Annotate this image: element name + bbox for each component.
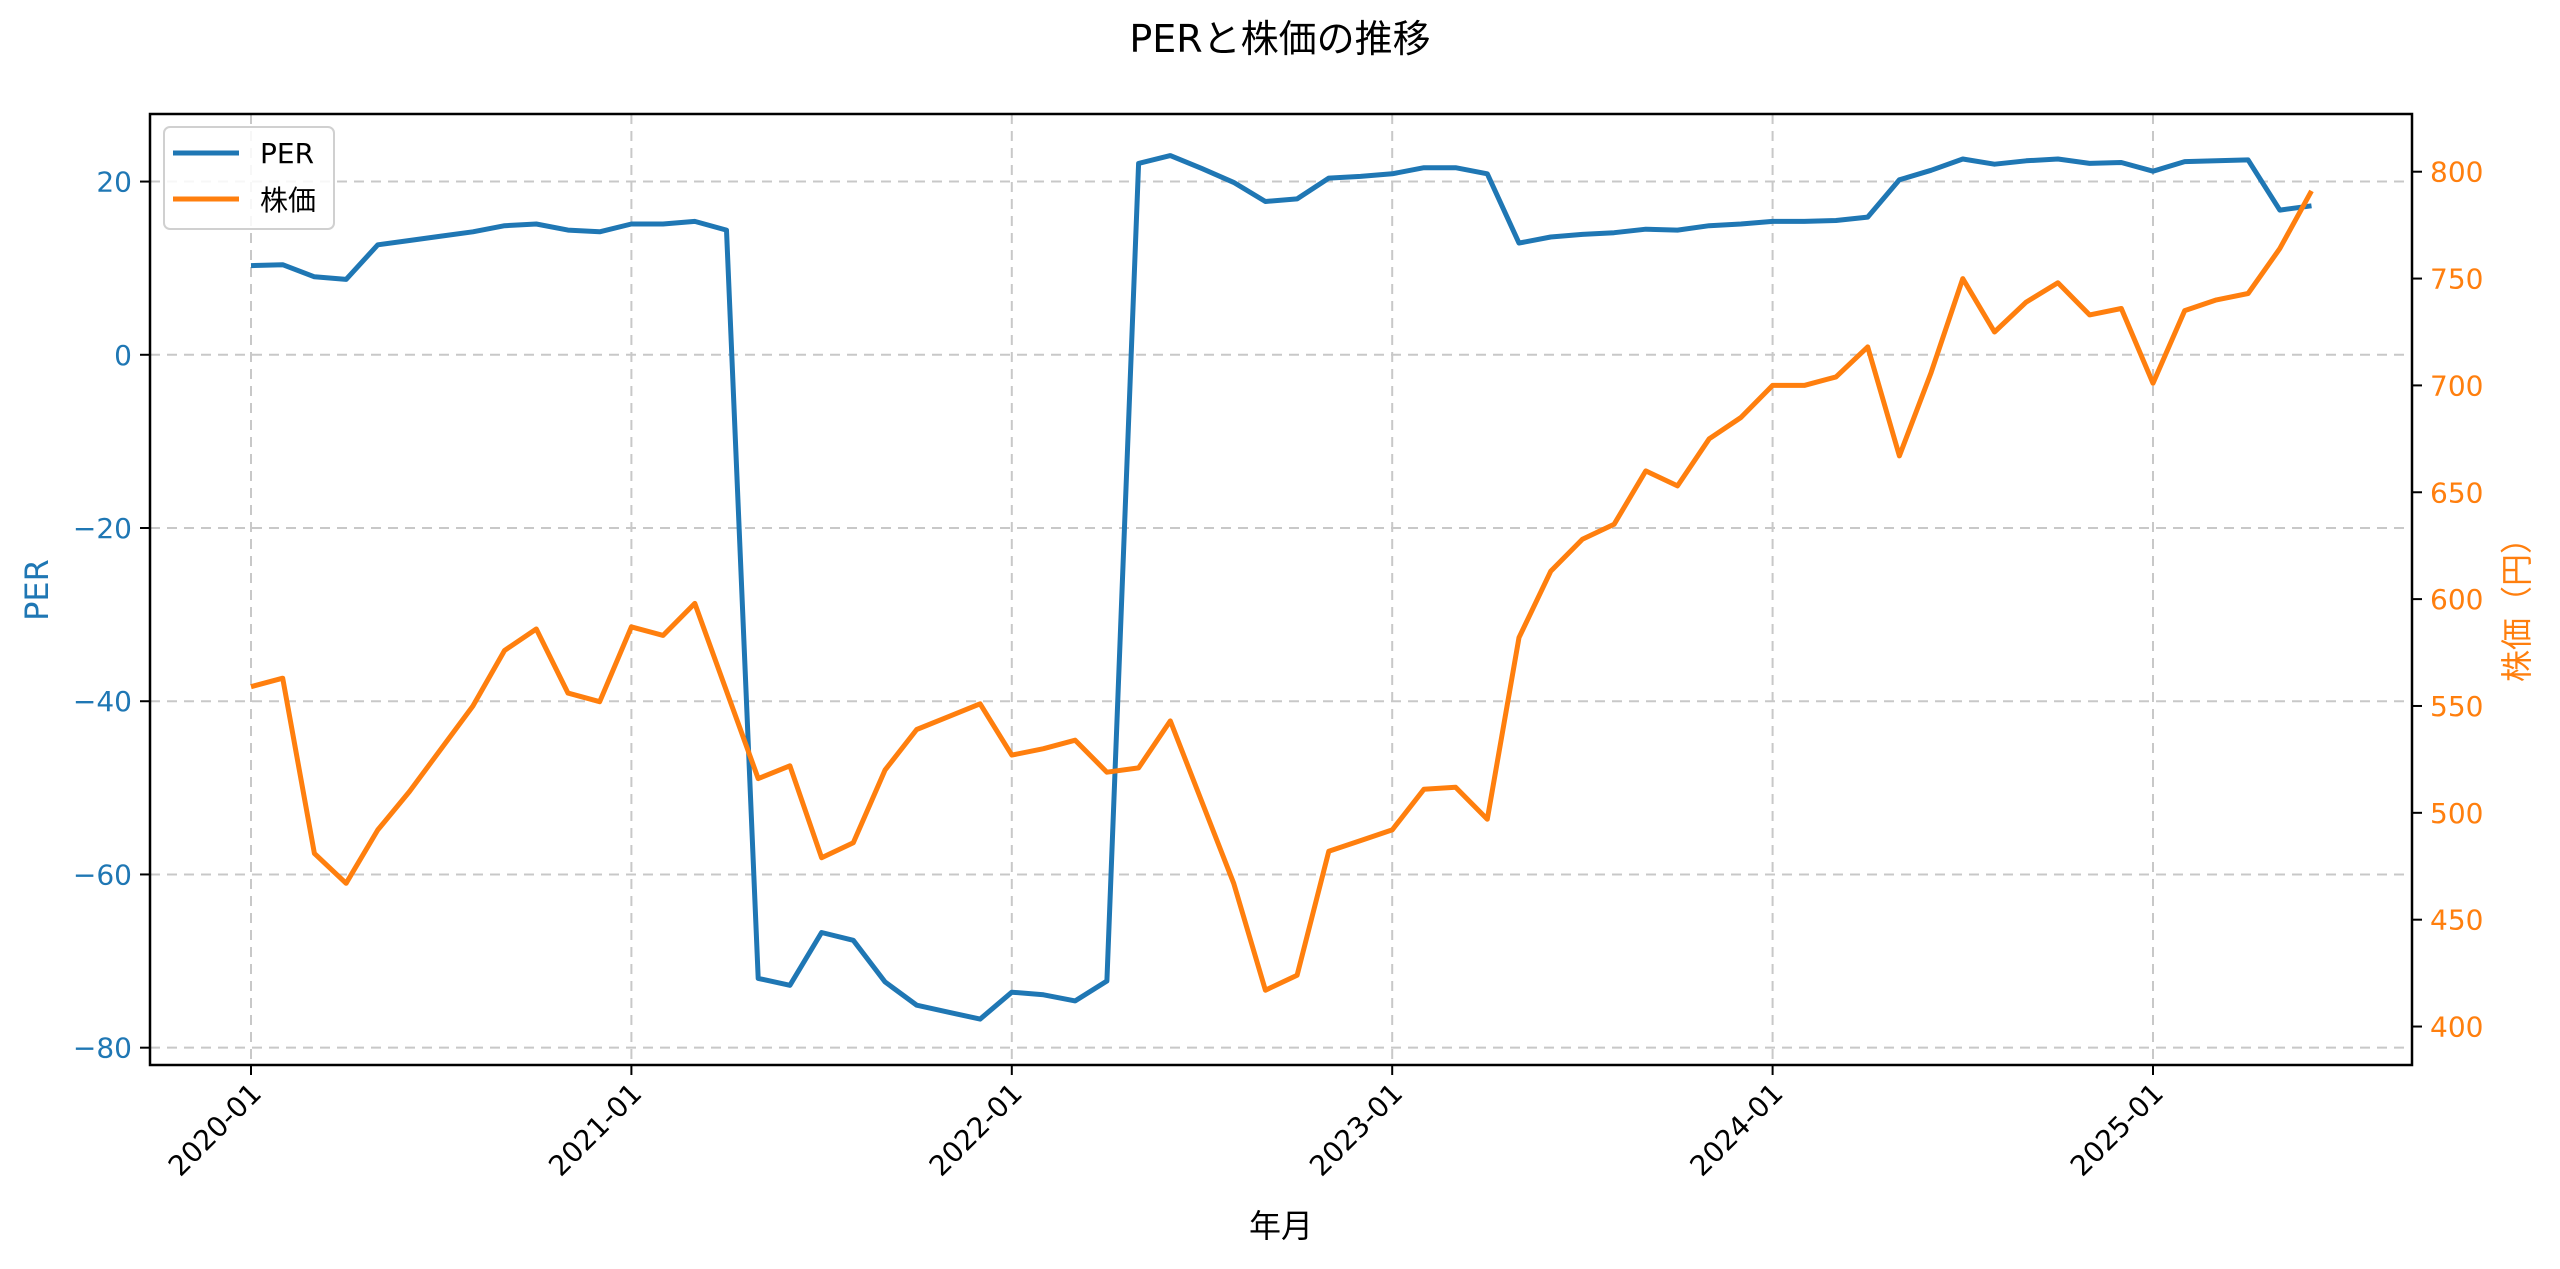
right-tick-label: 450 xyxy=(2430,904,2483,937)
left-tick-label: −20 xyxy=(73,512,132,545)
x-tick-label: 2022-01 xyxy=(923,1077,1029,1183)
legend-label-price: 株価 xyxy=(260,184,316,217)
right-tick-label: 700 xyxy=(2430,369,2483,402)
right-tick-label: 400 xyxy=(2430,1011,2483,1044)
right-tick-label: 500 xyxy=(2430,797,2483,830)
right-tick-label: 800 xyxy=(2430,156,2483,189)
x-axis-label: 年月 xyxy=(1249,1207,1313,1245)
right-y-axis: 800 750 700 650 600 550 500 450 400 xyxy=(2412,156,2483,1044)
x-tick-label: 2021-01 xyxy=(542,1077,648,1183)
left-tick-label: 0 xyxy=(114,339,132,372)
right-tick-label: 750 xyxy=(2430,263,2483,296)
left-tick-label: −60 xyxy=(73,858,132,891)
per-line xyxy=(250,153,2312,1022)
left-axis-label: PER xyxy=(18,559,56,621)
price-line xyxy=(250,189,2314,993)
legend: PER 株価 xyxy=(163,126,335,230)
left-tick-label: −80 xyxy=(73,1032,132,1065)
plot-area xyxy=(250,153,2314,1022)
left-tick-label: 20 xyxy=(96,166,132,199)
x-tick-label: 2020-01 xyxy=(162,1077,268,1183)
right-tick-label: 600 xyxy=(2430,583,2483,616)
left-y-axis: 20 0 −20 −40 −60 −80 xyxy=(73,166,150,1065)
right-tick-label: 650 xyxy=(2430,476,2483,509)
right-axis-label: 株価（円） xyxy=(2498,522,2536,682)
left-tick-label: −40 xyxy=(73,685,132,718)
axes-frame xyxy=(148,112,2414,1067)
legend-label-per: PER xyxy=(260,137,314,170)
chart-title: PERと株価の推移 xyxy=(1129,17,1430,61)
x-axis: 2020-01 2021-01 2022-01 2023-01 2024-01 2025-… xyxy=(162,1065,2170,1183)
x-tick-label: 2023-01 xyxy=(1303,1077,1409,1183)
x-tick-label: 2025-01 xyxy=(2064,1077,2170,1183)
grid-lines xyxy=(150,114,2412,1065)
right-tick-label: 550 xyxy=(2430,690,2483,723)
x-tick-label: 2024-01 xyxy=(1683,1077,1789,1183)
